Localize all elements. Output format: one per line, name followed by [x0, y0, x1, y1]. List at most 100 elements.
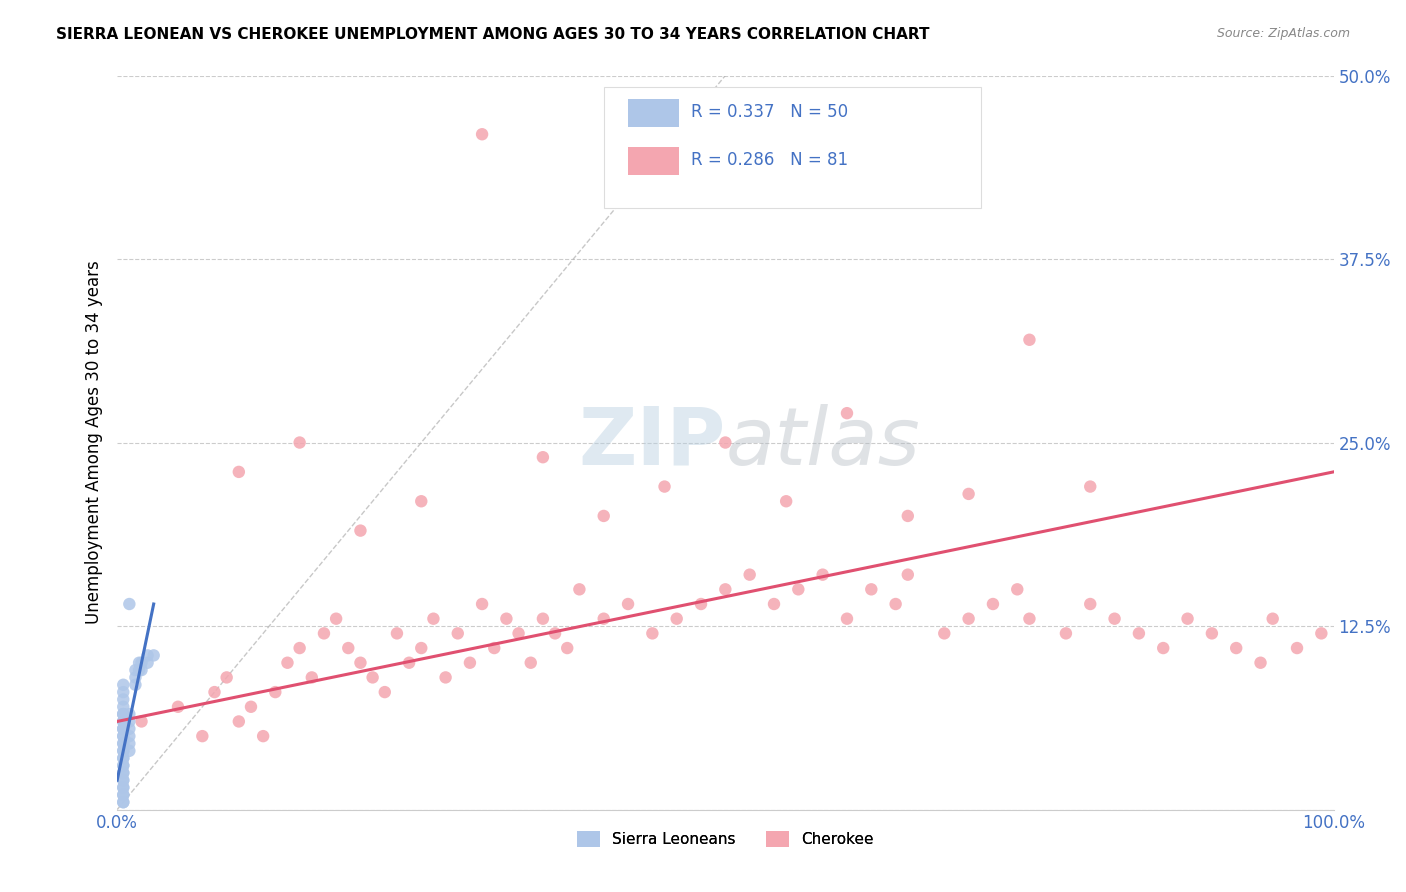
- Point: [112, 707, 135, 722]
- Point: [1261, 612, 1284, 626]
- Point: [276, 656, 298, 670]
- Point: [131, 714, 153, 729]
- Point: [131, 656, 153, 670]
- Point: [112, 780, 135, 795]
- Point: [471, 127, 494, 141]
- Point: [167, 699, 190, 714]
- Point: [112, 744, 135, 758]
- Point: [811, 567, 834, 582]
- Point: [112, 751, 135, 765]
- Point: [112, 765, 135, 780]
- Point: [112, 678, 135, 692]
- Point: [1054, 626, 1077, 640]
- Point: [471, 597, 494, 611]
- Point: [531, 450, 554, 465]
- Point: [447, 626, 470, 640]
- Point: [495, 612, 517, 626]
- Point: [592, 612, 614, 626]
- Point: [228, 714, 250, 729]
- Point: [484, 641, 506, 656]
- Point: [118, 597, 141, 611]
- Point: [112, 788, 135, 802]
- Point: [112, 722, 135, 736]
- Point: [775, 494, 797, 508]
- Point: [112, 707, 135, 722]
- Point: [112, 765, 135, 780]
- Point: [981, 597, 1004, 611]
- Point: [112, 773, 135, 788]
- Point: [112, 714, 135, 729]
- Point: [337, 641, 360, 656]
- Point: [112, 773, 135, 788]
- Point: [112, 758, 135, 772]
- Point: [411, 494, 433, 508]
- Point: [118, 736, 141, 750]
- Point: [934, 626, 956, 640]
- Point: [385, 626, 408, 640]
- Point: [252, 729, 274, 743]
- Point: [738, 567, 761, 582]
- Point: [112, 722, 135, 736]
- Point: [835, 612, 858, 626]
- Point: [617, 597, 640, 611]
- Point: [531, 612, 554, 626]
- Point: [118, 744, 141, 758]
- Point: [1078, 597, 1101, 611]
- Point: [142, 648, 165, 663]
- Text: R = 0.286   N = 81: R = 0.286 N = 81: [692, 151, 848, 169]
- Point: [112, 795, 135, 809]
- Text: atlas: atlas: [725, 403, 920, 482]
- Point: [641, 626, 664, 640]
- Point: [714, 582, 737, 597]
- Point: [118, 707, 141, 722]
- FancyBboxPatch shape: [628, 99, 679, 127]
- Point: [124, 678, 146, 692]
- Point: [136, 656, 159, 670]
- Point: [1152, 641, 1174, 656]
- Text: Source: ZipAtlas.com: Source: ZipAtlas.com: [1216, 27, 1350, 40]
- Point: [228, 465, 250, 479]
- Point: [1285, 641, 1308, 656]
- Point: [112, 714, 135, 729]
- Point: [957, 612, 980, 626]
- Point: [325, 612, 347, 626]
- Point: [835, 406, 858, 420]
- Point: [112, 699, 135, 714]
- Point: [544, 626, 567, 640]
- Point: [112, 780, 135, 795]
- Text: SIERRA LEONEAN VS CHEROKEE UNEMPLOYMENT AMONG AGES 30 TO 34 YEARS CORRELATION CH: SIERRA LEONEAN VS CHEROKEE UNEMPLOYMENT …: [56, 27, 929, 42]
- Point: [1018, 612, 1040, 626]
- Point: [112, 736, 135, 750]
- Point: [191, 729, 214, 743]
- Point: [665, 612, 688, 626]
- Point: [128, 663, 150, 677]
- Point: [1310, 626, 1333, 640]
- Point: [118, 714, 141, 729]
- Point: [112, 707, 135, 722]
- FancyBboxPatch shape: [628, 146, 679, 175]
- Legend: Sierra Leoneans, Cherokee: Sierra Leoneans, Cherokee: [571, 825, 880, 854]
- Point: [458, 656, 481, 670]
- Point: [301, 670, 323, 684]
- Point: [374, 685, 396, 699]
- Point: [957, 487, 980, 501]
- Point: [568, 582, 591, 597]
- Y-axis label: Unemployment Among Ages 30 to 34 years: Unemployment Among Ages 30 to 34 years: [86, 260, 103, 624]
- Point: [361, 670, 384, 684]
- Point: [112, 685, 135, 699]
- Point: [118, 729, 141, 743]
- Point: [1018, 333, 1040, 347]
- Point: [349, 524, 371, 538]
- Point: [398, 656, 420, 670]
- Point: [264, 685, 287, 699]
- Point: [112, 736, 135, 750]
- Point: [1201, 626, 1223, 640]
- Point: [112, 795, 135, 809]
- Point: [884, 597, 907, 611]
- Point: [434, 670, 457, 684]
- Point: [112, 751, 135, 765]
- Point: [118, 722, 141, 736]
- Point: [1007, 582, 1029, 597]
- Point: [204, 685, 226, 699]
- Point: [112, 729, 135, 743]
